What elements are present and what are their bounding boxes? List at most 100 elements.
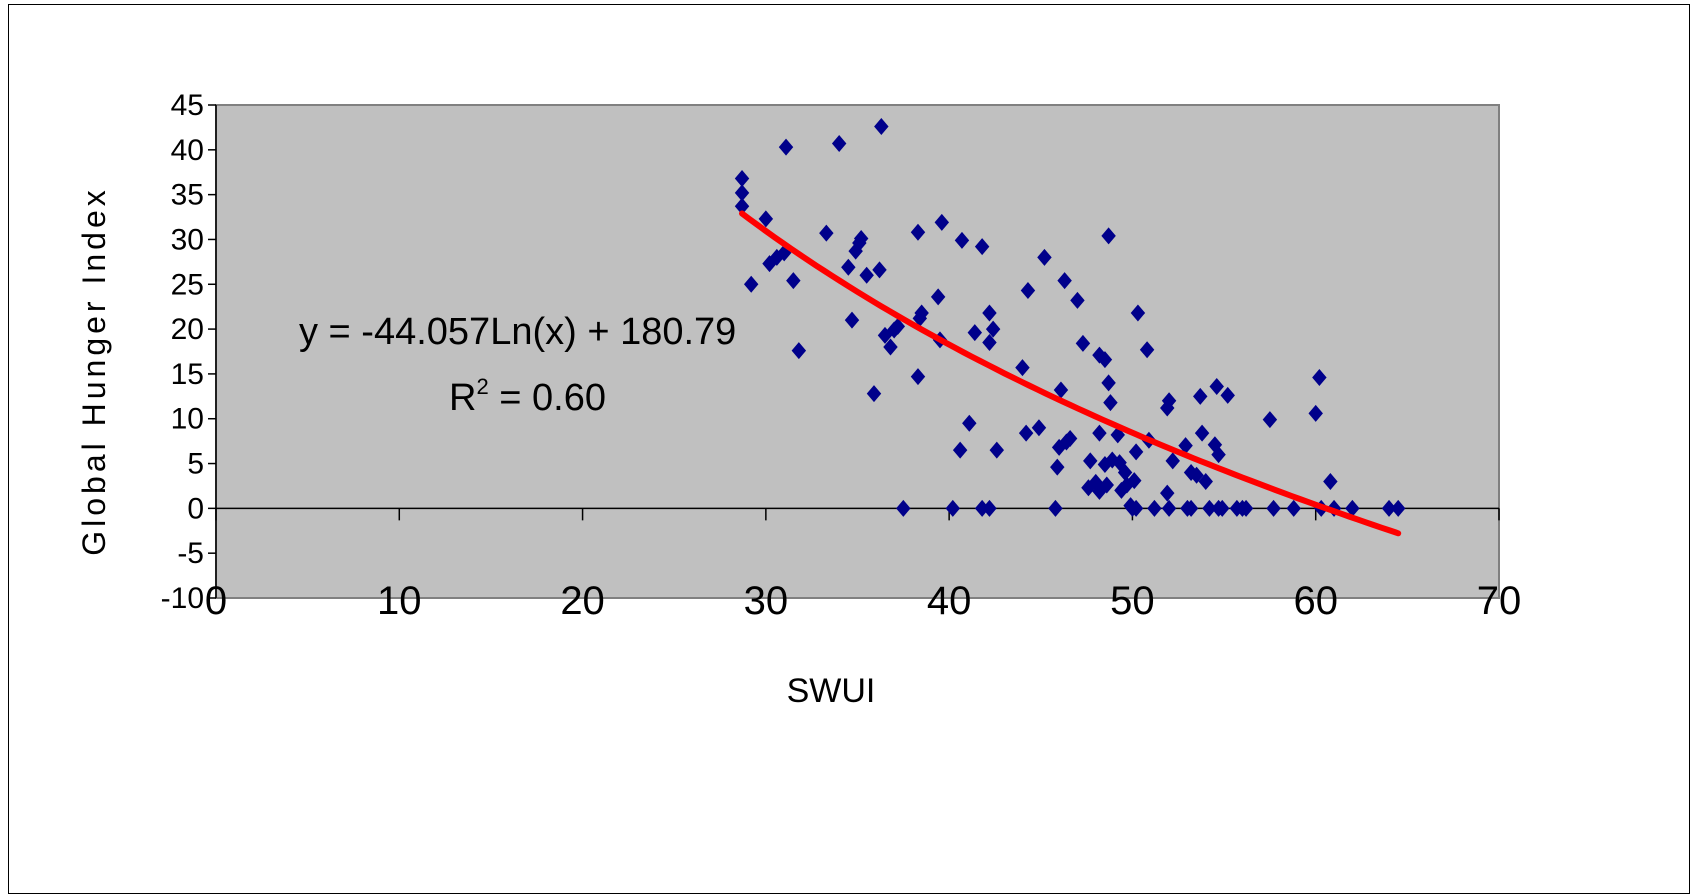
data-point xyxy=(778,138,794,156)
data-point xyxy=(1220,386,1235,404)
data-point xyxy=(1262,411,1278,429)
y-tick-label: 10 xyxy=(171,403,204,436)
data-point xyxy=(930,288,946,306)
data-point xyxy=(1114,481,1129,499)
y-tick-label: 45 xyxy=(171,89,204,122)
y-tick-label: 5 xyxy=(187,448,204,481)
x-tick-label: 30 xyxy=(744,579,789,623)
plot-area xyxy=(215,104,1500,599)
data-point xyxy=(844,311,860,329)
data-point xyxy=(734,170,750,188)
data-point xyxy=(1209,377,1224,395)
data-point xyxy=(890,317,906,335)
data-point xyxy=(1057,272,1072,290)
data-point xyxy=(934,213,950,231)
data-point xyxy=(859,266,874,284)
data-point xyxy=(1160,484,1175,502)
data-point xyxy=(762,255,777,273)
y-tick-label: -5 xyxy=(177,537,204,570)
data-point xyxy=(1101,227,1116,245)
data-point xyxy=(1139,341,1155,359)
data-point xyxy=(985,320,1001,338)
data-point xyxy=(952,441,968,459)
data-point xyxy=(1147,499,1162,517)
data-point xyxy=(1161,499,1177,517)
data-point xyxy=(1189,466,1204,484)
data-point xyxy=(1211,446,1226,464)
trendline xyxy=(739,210,1402,537)
data-point xyxy=(1051,438,1067,456)
data-point xyxy=(1345,499,1360,517)
data-point xyxy=(1323,472,1338,490)
y-tick-label: -10 xyxy=(161,582,204,615)
data-point xyxy=(1202,499,1217,517)
y-axis-label: Global Hunger Index xyxy=(76,186,112,556)
data-point xyxy=(1128,499,1144,517)
data-point xyxy=(1097,351,1113,369)
data-point xyxy=(1130,304,1146,322)
x-tick-label: 70 xyxy=(1477,579,1522,623)
data-point xyxy=(1381,499,1397,517)
data-point xyxy=(1127,472,1142,490)
data-point xyxy=(896,499,911,517)
data-point xyxy=(1048,499,1063,517)
data-point xyxy=(1015,359,1030,377)
data-point xyxy=(1070,291,1085,309)
data-point xyxy=(1308,404,1323,422)
data-point xyxy=(982,334,997,352)
y-tick-label: 30 xyxy=(171,223,204,256)
data-point xyxy=(786,272,801,290)
data-point xyxy=(819,224,834,242)
data-point xyxy=(1037,248,1052,266)
data-point xyxy=(743,275,759,293)
data-points xyxy=(734,118,1406,517)
data-point xyxy=(1062,429,1078,447)
data-point xyxy=(1178,437,1193,455)
data-point xyxy=(914,304,929,322)
data-point xyxy=(866,385,882,403)
data-point xyxy=(962,414,977,432)
data-point xyxy=(1183,499,1199,517)
data-point xyxy=(982,304,997,322)
data-point xyxy=(1312,368,1327,386)
data-point xyxy=(1286,499,1301,517)
r2-superscript: 2 xyxy=(476,374,488,399)
data-point xyxy=(841,258,856,276)
data-point xyxy=(1128,443,1144,461)
data-point xyxy=(734,197,750,215)
data-point xyxy=(974,238,990,256)
r2-prefix: R xyxy=(449,377,476,419)
data-point xyxy=(1018,424,1034,442)
data-point xyxy=(1103,394,1118,412)
data-point xyxy=(1198,472,1213,490)
x-tick-label: 60 xyxy=(1293,579,1338,623)
data-point xyxy=(853,230,869,248)
data-point xyxy=(1238,499,1254,517)
data-point xyxy=(791,342,807,360)
x-axis-label: SWUI xyxy=(787,672,876,710)
y-tick-label: 40 xyxy=(171,134,204,167)
x-tick-label: 0 xyxy=(205,579,227,623)
data-point xyxy=(974,499,990,517)
chart-frame: 45 40 35 30 25 20 15 10 5 0 -5 -10 0 10 20 30 40 50 60 70 … xyxy=(8,4,1690,894)
data-point xyxy=(1092,424,1107,442)
y-tick-label: 20 xyxy=(171,313,204,346)
y-tick-label: 35 xyxy=(171,179,204,212)
data-point xyxy=(883,338,898,356)
y-tick-label: 15 xyxy=(171,358,204,391)
data-point xyxy=(758,210,774,228)
x-tick-labels: 0 10 20 30 40 50 60 70 xyxy=(205,579,1521,623)
data-point xyxy=(1194,424,1210,442)
data-point xyxy=(1117,464,1133,482)
data-point xyxy=(848,242,863,260)
data-point xyxy=(910,223,926,241)
data-point xyxy=(1215,499,1230,517)
data-point xyxy=(1165,452,1180,470)
trend-equation: y = -44.057Ln(x) + 180.79 xyxy=(299,311,736,353)
data-point xyxy=(954,231,970,249)
data-point xyxy=(967,324,983,342)
data-point xyxy=(1193,387,1208,405)
data-point xyxy=(989,441,1005,459)
y-tick-label: 0 xyxy=(187,492,204,525)
data-point xyxy=(1101,374,1116,392)
